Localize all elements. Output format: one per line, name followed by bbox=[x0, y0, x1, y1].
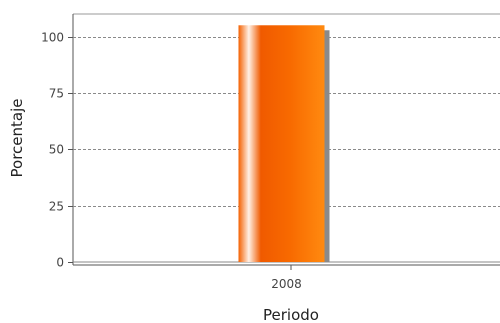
y-tick-label: 75 bbox=[49, 87, 64, 101]
y-axis-title: Porcentaje bbox=[8, 99, 26, 178]
y-tick-label: 0 bbox=[56, 256, 64, 270]
bars bbox=[238, 25, 330, 262]
bar bbox=[238, 25, 325, 262]
grid-lines bbox=[73, 37, 500, 207]
x-axis-title: Periodo bbox=[263, 306, 319, 323]
y-tick-label: 100 bbox=[41, 31, 64, 45]
y-tick-label: 25 bbox=[49, 200, 64, 214]
x-axis-labels: 2008 bbox=[271, 277, 302, 291]
y-axis-ticks: 0 25 50 75 100 bbox=[41, 31, 73, 270]
x-tick-label: 2008 bbox=[271, 277, 302, 291]
y-tick-label: 50 bbox=[49, 143, 64, 157]
